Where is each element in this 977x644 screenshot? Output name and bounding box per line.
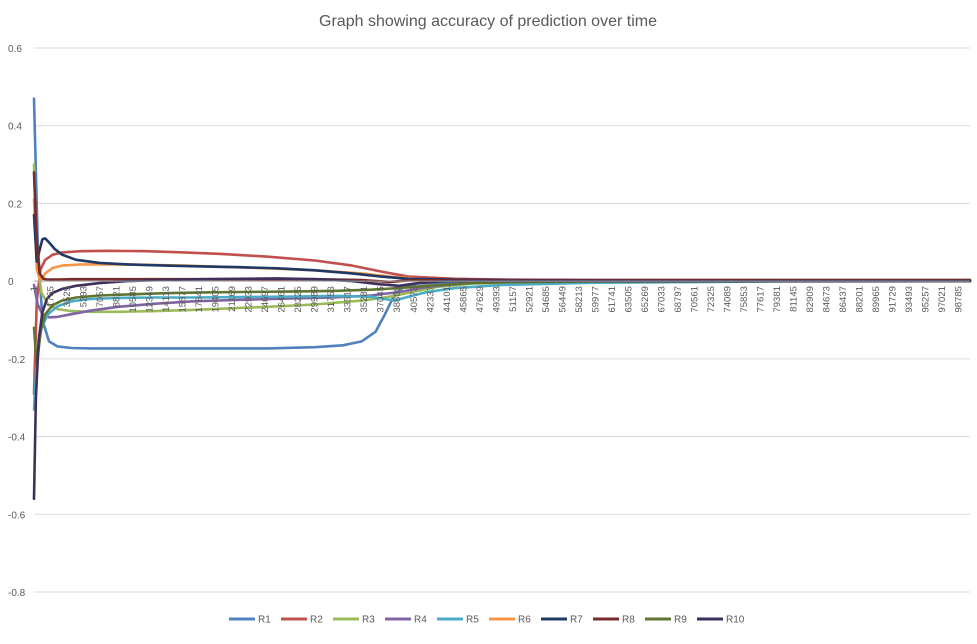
x-tick-label: 7057 (95, 286, 106, 307)
x-tick-label: 45865 (458, 286, 469, 312)
x-tick-label: 91729 (888, 286, 899, 312)
legend-label-r7: R7 (570, 615, 583, 626)
legend-label-r2: R2 (310, 615, 323, 626)
x-tick-label: 56449 (557, 286, 568, 312)
x-tick-label: 81145 (789, 286, 800, 312)
x-tick-label: 19405 (211, 286, 222, 312)
x-tick-label: 49393 (491, 286, 502, 312)
y-tick-label: 0.4 (8, 122, 22, 133)
x-tick-label: 58213 (574, 286, 585, 312)
x-tick-label: 89965 (871, 286, 882, 312)
x-tick-label: 37045 (376, 286, 387, 312)
x-tick-label: 1 (29, 286, 40, 291)
x-tick-label: 44101 (442, 286, 453, 312)
x-tick-label: 24697 (260, 286, 271, 312)
x-tick-label: 98785 (954, 286, 965, 312)
x-tick-label: 38809 (392, 286, 403, 312)
x-tick-label: 95257 (921, 286, 932, 312)
x-tick-label: 75853 (739, 286, 750, 312)
x-tick-label: 77617 (756, 286, 767, 312)
x-axis: 1 1765 3529 5293 7057 8821 10585 12349 14113 1587… (29, 280, 970, 313)
chart-title: Graph showing accuracy of prediction ove… (319, 13, 657, 30)
legend-label-r4: R4 (414, 615, 427, 626)
x-tick-label: 59977 (590, 286, 601, 312)
x-tick-label: 72325 (706, 286, 717, 312)
x-tick-label: 22933 (244, 286, 255, 312)
y-tick-label: -0.2 (8, 355, 26, 366)
x-tick-label: 70561 (689, 286, 700, 312)
x-tick-label: 31753 (326, 286, 337, 312)
x-tick-label: 29989 (310, 286, 321, 312)
legend-label-r10: R10 (726, 615, 745, 626)
x-tick-label: 82909 (805, 286, 816, 312)
y-tick-label: 0 (8, 277, 14, 288)
y-tick-label: -0.6 (8, 510, 26, 521)
y-axis-ticks: 0.6 0.4 0.2 0 -0.2 -0.4 -0.6 -0.8 (8, 44, 26, 599)
legend-label-r1: R1 (258, 615, 271, 626)
series-lines (32, 97, 972, 500)
x-tick-label: 42337 (425, 286, 436, 312)
x-tick-label: 17641 (194, 286, 205, 312)
y-tick-label: -0.8 (8, 588, 26, 599)
y-tick-label: -0.4 (8, 433, 26, 444)
x-tick-label: 21169 (227, 286, 238, 312)
x-tick-label: 12349 (145, 286, 156, 312)
x-tick-label: 26461 (277, 286, 288, 312)
x-tick-label: 67033 (656, 286, 667, 312)
legend-label-r9: R9 (674, 615, 687, 626)
legend-label-r5: R5 (466, 615, 479, 626)
x-tick-label: 14113 (161, 286, 172, 312)
x-tick-label: 93493 (904, 286, 915, 312)
x-tick-label: 15877 (178, 286, 189, 312)
x-tick-label: 33517 (343, 286, 354, 312)
x-tick-label: 28225 (293, 286, 304, 312)
y-tick-label: 0.2 (8, 199, 22, 210)
legend-label-r3: R3 (362, 615, 375, 626)
x-tick-label: 35281 (359, 286, 370, 312)
series-line-r9 (32, 279, 972, 368)
x-tick-label: 61741 (607, 286, 618, 312)
x-tick-label: 79381 (772, 286, 783, 312)
x-tick-label: 97021 (937, 286, 948, 312)
x-tick-label: 84673 (822, 286, 833, 312)
x-tick-label: 65269 (640, 286, 651, 312)
x-tick-label: 51157 (508, 286, 519, 312)
x-tick-label: 10585 (128, 286, 139, 312)
x-tick-label: 1765 (46, 286, 57, 307)
x-tick-label: 88201 (855, 286, 866, 312)
x-tick-label: 8821 (112, 286, 123, 307)
y-tick-label: 0.6 (8, 44, 22, 55)
x-tick-label: 40573 (409, 286, 420, 312)
x-tick-label: 86437 (838, 286, 849, 312)
x-tick-label: 54685 (541, 286, 552, 312)
series-line-r5 (32, 279, 972, 411)
x-tick-label: 52921 (524, 286, 535, 312)
x-tick-label: 47629 (475, 286, 486, 312)
x-tick-label: 68797 (673, 286, 684, 312)
legend-label-r8: R8 (622, 615, 635, 626)
legend-label-r6: R6 (518, 615, 531, 626)
x-tick-label: 63505 (623, 286, 634, 312)
x-tick-label: 74089 (723, 286, 734, 312)
x-tick-label: 5293 (79, 286, 90, 307)
legend: R1 R2 R3 R4 R5 R6 R7 R8 R9 R10 (229, 615, 745, 626)
x-tick-label: 3529 (62, 286, 73, 307)
